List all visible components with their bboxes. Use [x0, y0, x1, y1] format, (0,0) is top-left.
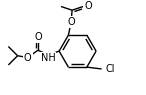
Text: Cl: Cl: [105, 64, 115, 74]
Text: O: O: [34, 32, 42, 42]
Text: NH: NH: [41, 53, 55, 63]
Text: O: O: [84, 2, 92, 11]
Text: O: O: [67, 17, 75, 27]
Text: O: O: [24, 53, 32, 63]
